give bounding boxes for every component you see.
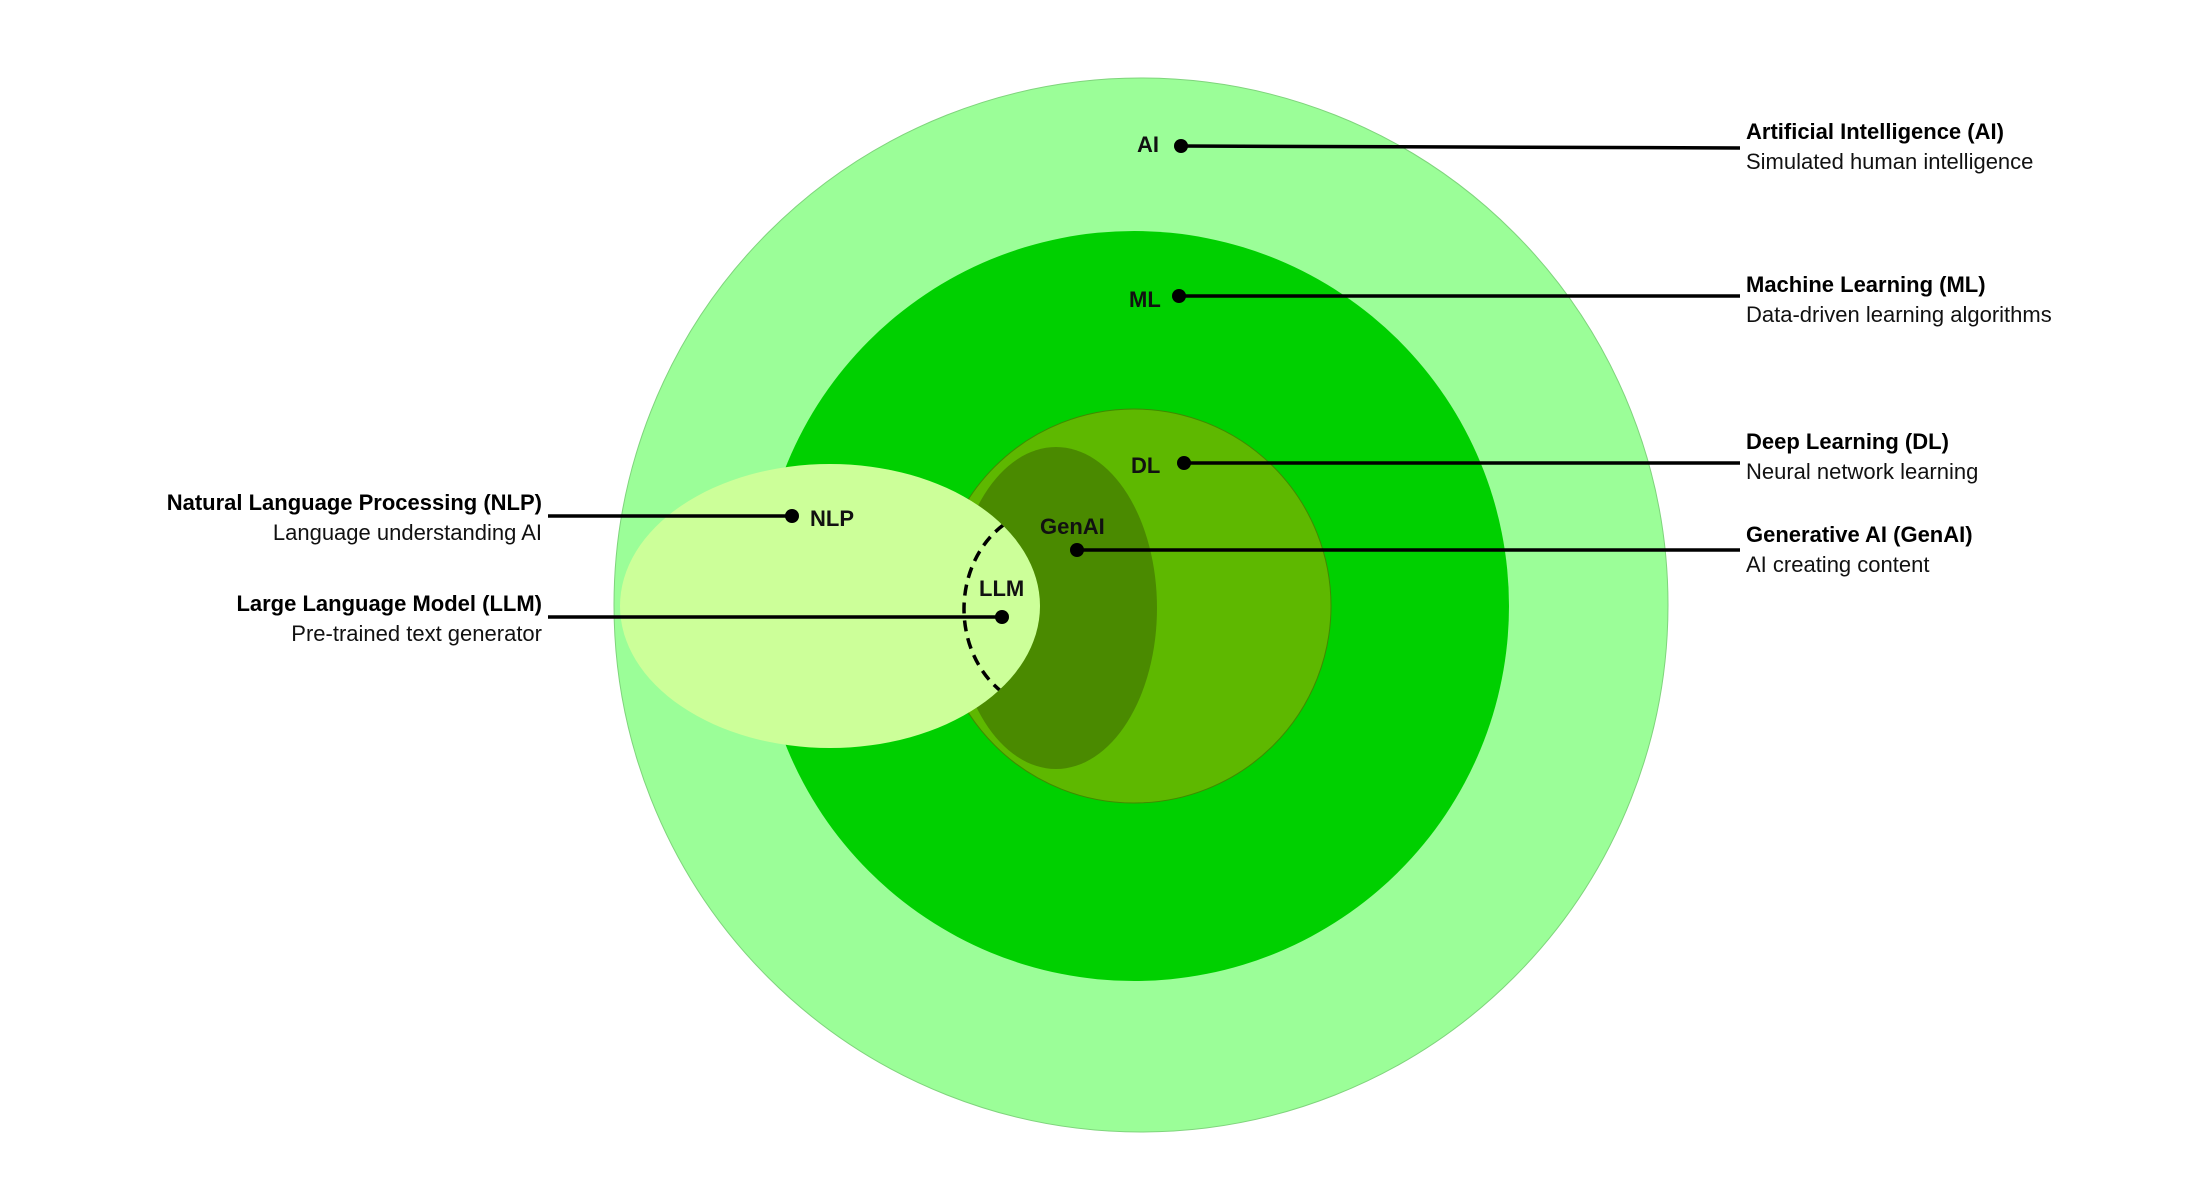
nlp-region: [620, 464, 1040, 748]
callout-desc-ai: Simulated human intelligence: [1746, 149, 2033, 174]
callout-desc-dl: Neural network learning: [1746, 459, 1978, 484]
callout-title-dl: Deep Learning (DL): [1746, 429, 1949, 454]
callout-desc-nlp: Language understanding AI: [273, 520, 542, 545]
callout-title-ml: Machine Learning (ML): [1746, 272, 1986, 297]
region-label-ai: AI: [1137, 132, 1159, 157]
genai-region: [955, 447, 1157, 769]
callout-title-llm: Large Language Model (LLM): [236, 591, 542, 616]
anchor-dot-dl: [1177, 456, 1191, 470]
anchor-dot-nlp: [785, 509, 799, 523]
anchor-dot-llm: [995, 610, 1009, 624]
anchor-dot-ml: [1172, 289, 1186, 303]
region-label-ml: ML: [1129, 287, 1161, 312]
callout-desc-ml: Data-driven learning algorithms: [1746, 302, 2052, 327]
region-label-dl: DL: [1131, 453, 1160, 478]
callout-title-genai: Generative AI (GenAI): [1746, 522, 1973, 547]
leader-line-ai: [1180, 144, 1741, 150]
llm-boundary: [962, 507, 1040, 711]
callout-title-ai: Artificial Intelligence (AI): [1746, 119, 2004, 144]
region-label-llm: LLM: [979, 576, 1024, 601]
callout-title-nlp: Natural Language Processing (NLP): [167, 490, 542, 515]
anchor-dot-ai: [1174, 139, 1188, 153]
callout-desc-llm: Pre-trained text generator: [291, 621, 542, 646]
anchor-dot-genai: [1070, 543, 1084, 557]
region-label-genai: GenAI: [1040, 514, 1105, 539]
callout-desc-genai: AI creating content: [1746, 552, 1929, 577]
region-label-nlp: NLP: [810, 506, 854, 531]
